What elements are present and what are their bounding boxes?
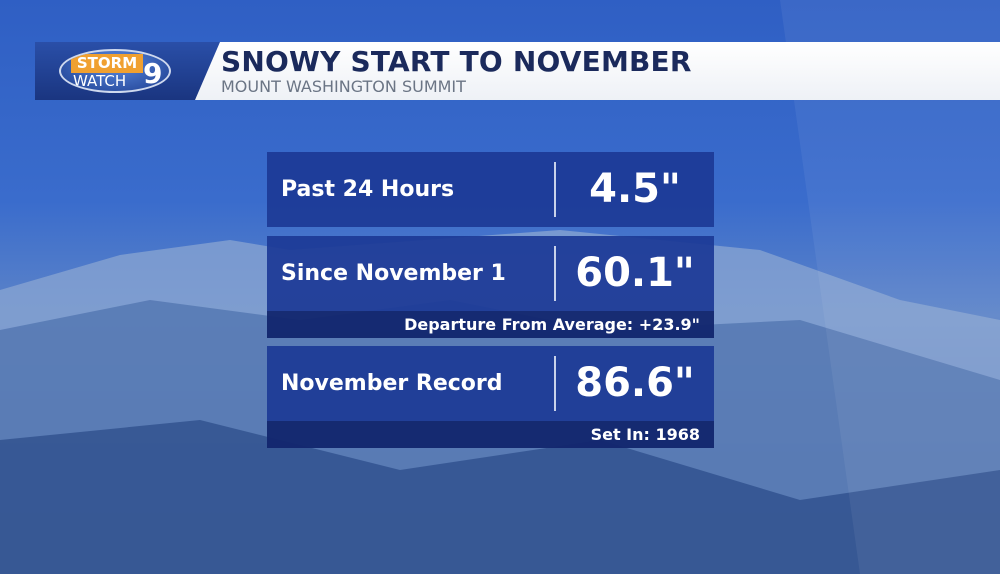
page-title: SNOWY START TO NOVEMBER: [221, 45, 692, 78]
stat-row-past-24-hours: Past 24 Hours 4.5": [267, 152, 714, 227]
stat-value: 86.6": [575, 360, 695, 406]
title-bar: [195, 42, 1000, 100]
stat-label: November Record: [281, 371, 503, 396]
stat-value: 60.1": [575, 250, 695, 296]
divider: [554, 356, 556, 411]
divider: [554, 162, 556, 217]
stat-label: Since November 1: [281, 261, 506, 286]
divider: [554, 246, 556, 301]
departure-note: Departure From Average: +23.9": [267, 311, 714, 338]
page-subtitle: MOUNT WASHINGTON SUMMIT: [221, 77, 466, 96]
header-bar: STORM WATCH 9 SNOWY START TO NOVEMBER MOUN…: [35, 42, 1000, 100]
stat-row-november-record: November Record 86.6": [267, 346, 714, 421]
logo-panel: STORM WATCH 9: [35, 42, 225, 100]
stat-value: 4.5": [589, 166, 681, 212]
storm-watch-9-logo: STORM WATCH 9: [59, 49, 171, 93]
stat-label: Past 24 Hours: [281, 177, 455, 202]
record-year-note: Set In: 1968: [267, 421, 714, 448]
stat-row-since-november-1: Since November 1 60.1": [267, 236, 714, 311]
